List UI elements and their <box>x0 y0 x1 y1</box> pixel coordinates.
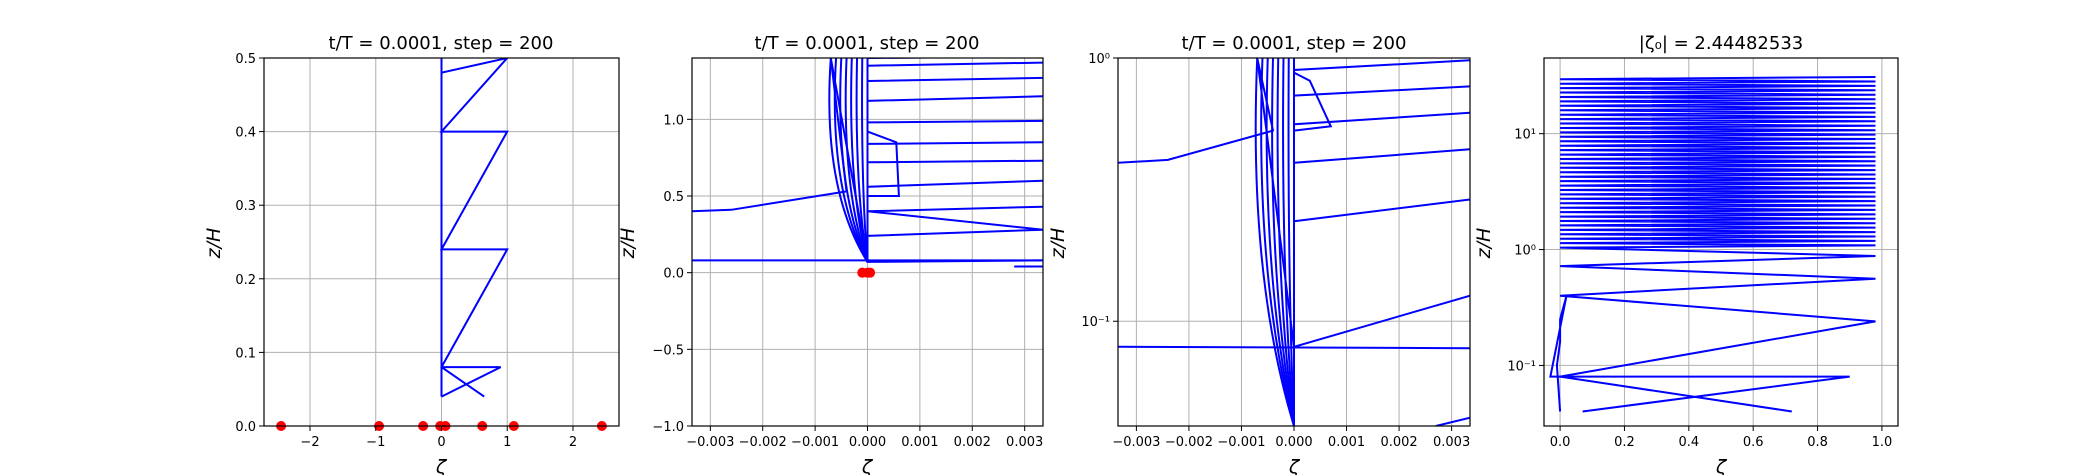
chart-title: t/T = 0.0001, step = 200 <box>1182 33 1407 54</box>
series-line <box>1118 345 1470 350</box>
x-tick-label: −2 <box>300 435 319 450</box>
profile-curve <box>1287 58 1295 426</box>
x-tick-label: 1 <box>503 435 511 450</box>
profile-curve <box>828 58 869 263</box>
y-tick-label: 0.5 <box>663 190 684 205</box>
profile-curve <box>844 58 869 263</box>
x-tick-label: 0.001 <box>1328 435 1365 450</box>
chart-title: t/T = 0.0001, step = 200 <box>755 33 980 54</box>
y-tick-label: 0.0 <box>235 420 256 435</box>
axes-frame <box>1543 57 1899 427</box>
x-tick-label: −0.003 <box>1112 435 1160 450</box>
series-line <box>1293 71 1333 132</box>
x-axis-label: ζ <box>1288 456 1301 475</box>
zigzag-series <box>1559 76 1876 378</box>
plot-area <box>1118 58 1470 426</box>
y-axis-label: z/H <box>617 228 639 260</box>
x-tick-label: −0.002 <box>1165 435 1213 450</box>
profile-curve <box>1271 58 1295 426</box>
profile-curve <box>1260 58 1295 426</box>
series-line <box>1559 375 1850 413</box>
x-tick-label: 0.000 <box>849 435 886 450</box>
chart-title: |ζ₀| = 2.44482533 <box>1639 33 1803 54</box>
series-line <box>1435 416 1470 426</box>
plot-area <box>439 58 509 398</box>
y-tick-label: 0.2 <box>235 273 256 288</box>
y-tick-label: 0.3 <box>235 199 256 214</box>
chart-panel-3: t/T = 0.0001, step = 200 ζ z/H −0.003 −0.… <box>1047 33 1471 475</box>
chart-panel-1: t/T = 0.0001, step = 200 ζ z/H −2 −1 0 1 2 0.… <box>203 33 620 475</box>
y-tick-label: 10⁰ <box>1514 244 1536 259</box>
series-line <box>867 130 900 197</box>
x-tick-label: −0.001 <box>1217 435 1265 450</box>
plot-area <box>692 58 1043 268</box>
x-tick-label: 0.001 <box>901 435 938 450</box>
series-line <box>1118 58 1470 349</box>
x-tick-label: 0.000 <box>1275 435 1312 450</box>
y-tick-label: 1.0 <box>663 113 684 128</box>
y-tick-label: 10⁻¹ <box>1507 359 1536 374</box>
y-tick-label: 10⁰ <box>1088 52 1110 67</box>
x-tick-label: 0.002 <box>1380 435 1417 450</box>
y-tick-label: 10⁻¹ <box>1081 315 1110 330</box>
y-axis-label: z/H <box>1047 228 1069 260</box>
chart-title: t/T = 0.0001, step = 200 <box>329 33 554 54</box>
x-tick-label: −1 <box>366 435 385 450</box>
series-line <box>439 58 509 398</box>
x-axis-label: ζ <box>861 456 874 475</box>
x-tick-label: −0.001 <box>791 435 839 450</box>
y-tick-label: 10¹ <box>1514 128 1536 143</box>
x-tick-label: 0.8 <box>1807 435 1828 450</box>
y-tick-label: −1.0 <box>652 420 684 435</box>
y-axis-label: z/H <box>203 228 225 260</box>
x-tick-label: 0.4 <box>1678 435 1699 450</box>
y-tick-label: 0.1 <box>235 346 256 361</box>
x-tick-label: 0.003 <box>1433 435 1470 450</box>
series-line <box>1549 295 1568 412</box>
x-axis-label: ζ <box>1715 456 1728 475</box>
profile-curve <box>861 58 869 263</box>
profile-curve <box>850 58 869 263</box>
data-point-marker <box>865 267 876 278</box>
chart-panel-2: t/T = 0.0001, step = 200 ζ z/H −0.003 −0.… <box>617 33 1044 475</box>
x-tick-label: 0.6 <box>1743 435 1764 450</box>
x-axis-label: ζ <box>435 456 448 475</box>
y-tick-label: 0.5 <box>235 52 256 67</box>
plot-area <box>1549 76 1876 413</box>
profile-curve <box>1265 58 1295 426</box>
x-tick-label: 0 <box>437 435 445 450</box>
x-tick-label: 0.2 <box>1614 435 1635 450</box>
x-tick-label: −0.003 <box>686 435 734 450</box>
y-tick-label: 0.4 <box>235 126 256 141</box>
x-tick-label: 0.002 <box>954 435 991 450</box>
x-tick-label: 2 <box>569 435 577 450</box>
x-tick-label: −0.002 <box>739 435 787 450</box>
profile-curve <box>1282 58 1295 426</box>
y-tick-label: 0.0 <box>663 267 684 282</box>
profile-curve <box>1276 58 1295 426</box>
profile-curve <box>1254 58 1295 426</box>
y-axis-label: z/H <box>1473 228 1495 260</box>
x-tick-label: 0.003 <box>1006 435 1043 450</box>
chart-panel-4: |ζ₀| = 2.44482533 ζ z/H 0.0 0.2 0.4 0.6 0.8 1… <box>1473 33 1899 475</box>
x-tick-label: 0.0 <box>1550 435 1571 450</box>
x-tick-label: 1.0 <box>1872 435 1893 450</box>
y-tick-label: −0.5 <box>652 343 684 358</box>
